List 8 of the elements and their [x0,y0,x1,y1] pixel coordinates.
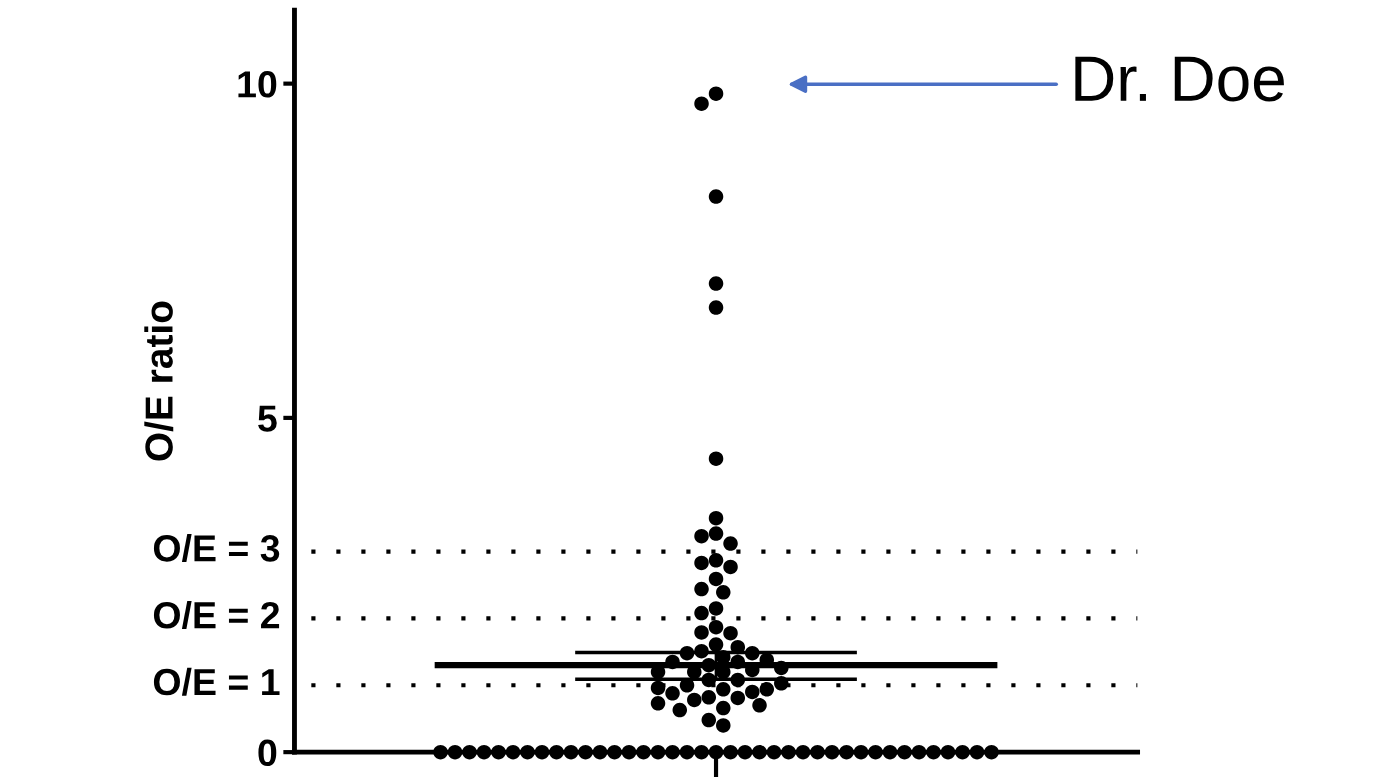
y-axis-title: O/E ratio [144,301,174,461]
ref-line-label: O/E = 1 [153,667,280,696]
annotation: Dr. Doe [1075,56,1284,102]
y-tick-label: 0 [258,739,277,767]
ref-line-label: O/E = 2 [153,600,280,629]
ref-line-label: O/E = 3 [153,534,280,563]
y-tick-label: 10 [238,71,277,98]
y-tick-label: 5 [258,405,277,432]
